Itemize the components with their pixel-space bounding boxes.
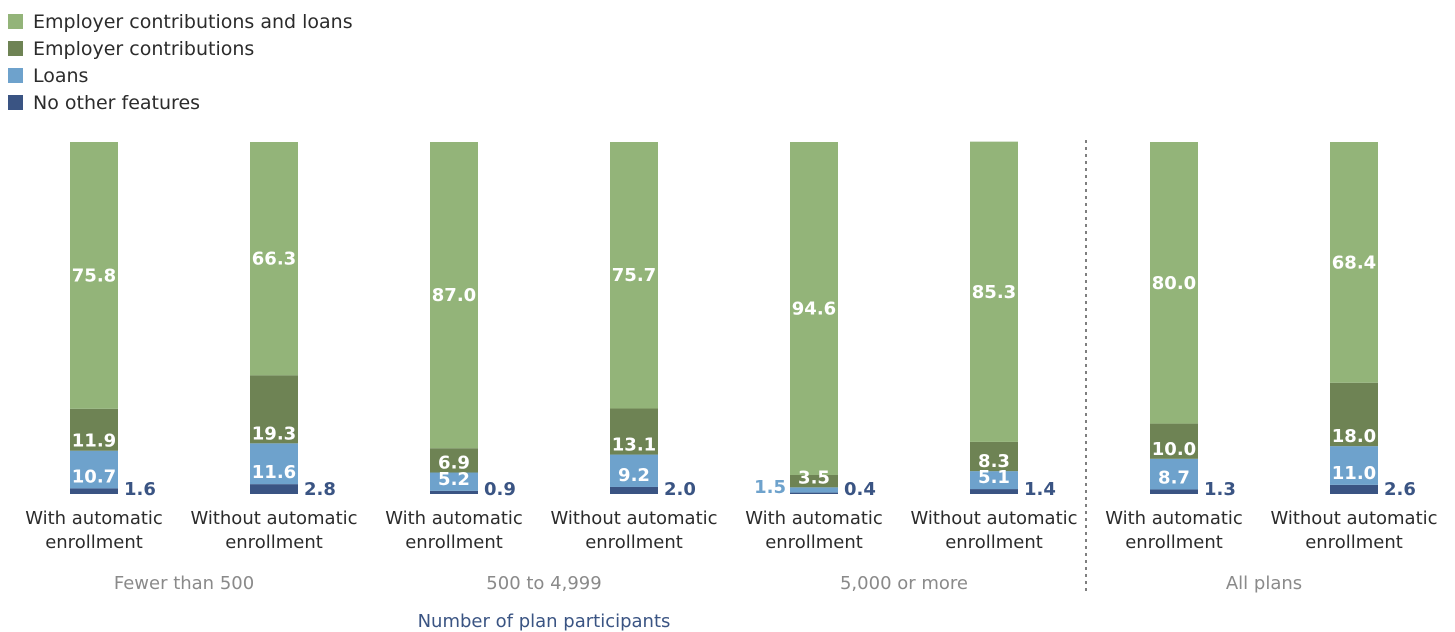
tick-label: With automatic [385,508,523,529]
tick-label: Without automatic [550,508,717,529]
legend-swatch [8,14,23,29]
data-label: 13.1 [612,435,656,456]
bar-segment [1150,489,1198,494]
bar-segment [790,474,838,488]
bar-segment [610,486,658,494]
bar-segment [610,142,658,409]
data-label: 1.5 [754,477,786,498]
bar-segment [430,142,478,449]
legend-label: Loans [33,64,89,87]
tick-label: enrollment [945,532,1043,553]
legend-item: No other features [8,89,353,116]
legend: Employer contributions and loans Employe… [8,8,353,116]
bar-segment [790,142,838,475]
bar-segment [790,487,838,493]
tick-label: enrollment [1125,532,1223,553]
bar-segment [790,492,838,494]
legend-label: No other features [33,91,201,114]
data-label: 85.3 [972,282,1016,303]
data-label: 1.4 [1024,479,1056,500]
data-label: 2.0 [664,479,696,500]
tick-label: enrollment [405,532,503,553]
bar-segment [70,450,118,489]
data-label: 18.0 [1332,426,1376,447]
bar-segment [250,142,298,376]
tick-label: enrollment [765,532,863,553]
bar-segment [970,441,1018,472]
tick-label: enrollment [585,532,683,553]
tick-label: enrollment [1305,532,1403,553]
data-label: 87.0 [432,285,476,306]
data-label: 3.5 [798,467,830,488]
data-label: 8.7 [1158,467,1190,488]
bar-segment [1330,142,1378,383]
data-label: 6.9 [438,453,470,474]
data-label: 9.2 [618,465,650,486]
bar-segment [250,443,298,485]
legend-label: Employer contributions and loans [33,10,353,33]
tick-label: With automatic [1105,508,1243,529]
bar-segment [250,375,298,444]
data-label: 2.8 [304,479,336,500]
data-label: 10.7 [72,466,116,487]
bar-segment [70,488,118,494]
bar-segment [250,484,298,494]
bar-segment [970,489,1018,494]
data-label: 5.1 [978,467,1010,488]
bar-segment [970,471,1018,490]
data-label: 8.3 [978,451,1010,472]
legend-label: Employer contributions [33,37,255,60]
legend-swatch [8,95,23,110]
data-label: 11.9 [72,431,116,452]
data-label: 11.6 [252,462,296,483]
data-label: 2.6 [1384,479,1416,500]
legend-item: Employer contributions and loans [8,8,353,35]
data-label: 68.4 [1332,252,1376,273]
data-label: 0.4 [844,479,876,500]
bar-segment [610,454,658,487]
group-label: 5,000 or more [840,573,968,594]
data-label: 66.3 [252,249,296,270]
bar-segment [70,142,118,409]
tick-label: enrollment [225,532,323,553]
data-label: 1.6 [124,479,156,500]
data-label: 19.3 [252,423,296,444]
bar-segment [1330,446,1378,485]
data-label: 10.0 [1152,439,1196,460]
bar-segment [1150,423,1198,459]
data-label: 94.6 [792,298,836,319]
legend-item: Loans [8,62,353,89]
bar-segment [1330,382,1378,447]
group-label: All plans [1226,573,1302,594]
legend-swatch [8,68,23,83]
data-label: 11.0 [1332,463,1376,484]
legend-item: Employer contributions [8,35,353,62]
bar-segment [1330,484,1378,494]
x-axis-title: Number of plan participants [418,611,671,632]
bar-segment [430,472,478,491]
bar-segment [970,141,1018,442]
data-label: 0.9 [484,479,516,500]
tick-label: Without automatic [190,508,357,529]
tick-label: Without automatic [1270,508,1437,529]
tick-label: With automatic [25,508,163,529]
legend-swatch [8,41,23,56]
data-label: 5.2 [438,469,470,490]
data-label: 1.3 [1204,479,1236,500]
group-label: 500 to 4,999 [486,573,601,594]
data-label: 75.7 [612,265,656,286]
group-label: Fewer than 500 [114,573,254,594]
tick-label: Without automatic [910,508,1077,529]
tick-label: enrollment [45,532,143,553]
bar-segment [1150,458,1198,490]
bar-segment [1150,142,1198,424]
bar-segment [430,448,478,473]
data-label: 80.0 [1152,273,1196,294]
bar-segment [70,408,118,451]
bar-segment [430,490,478,494]
data-label: 75.8 [72,265,116,286]
tick-label: With automatic [745,508,883,529]
bar-segment [610,408,658,455]
